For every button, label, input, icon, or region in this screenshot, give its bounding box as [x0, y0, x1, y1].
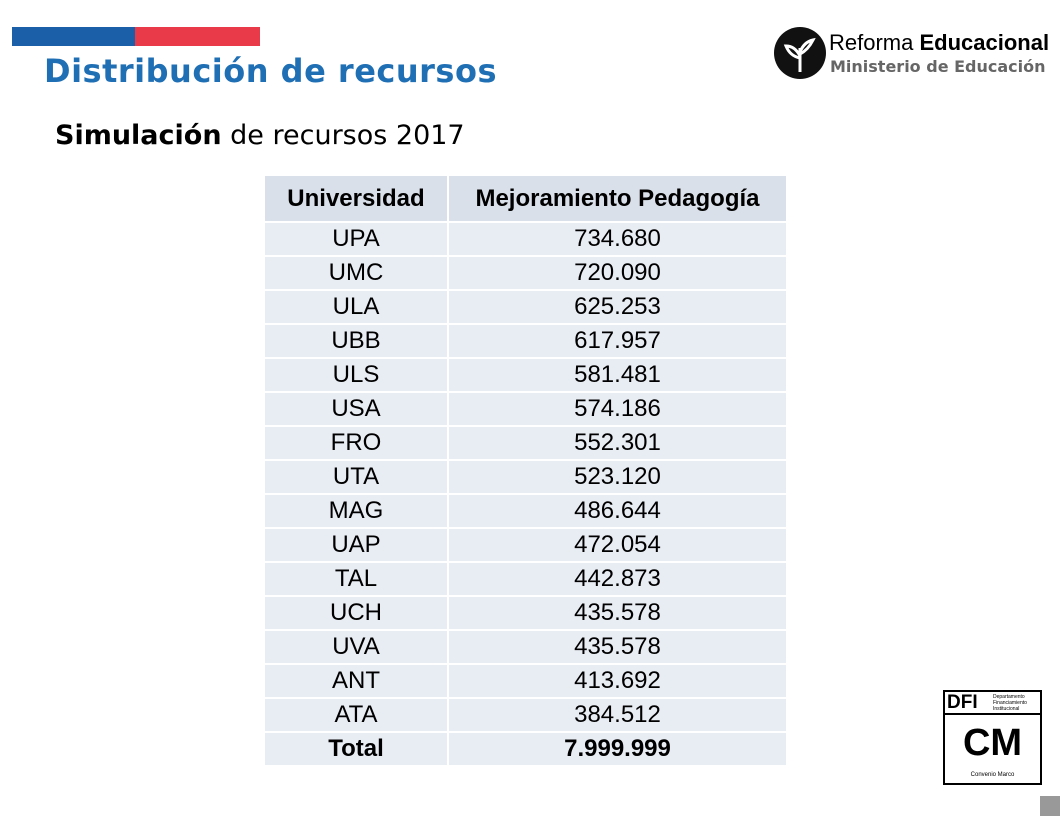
- cell: 720.090: [447, 255, 788, 291]
- row: UPA 734.680: [263, 221, 788, 257]
- cell: UTA: [263, 459, 449, 495]
- row: UMC 720.090: [263, 255, 788, 291]
- cell: UAP: [263, 527, 449, 563]
- row: ANT 413.692: [263, 663, 788, 699]
- cell: TAL: [263, 561, 449, 597]
- cell: UBB: [263, 323, 449, 359]
- logo-reforma: Reforma: [829, 30, 914, 55]
- subtitle-bold: Simulación: [55, 120, 222, 151]
- row: UBB 617.957: [263, 323, 788, 359]
- subtitle: Simulación de recursos 2017: [55, 120, 465, 151]
- cell: ULS: [263, 357, 449, 393]
- cell: 581.481: [447, 357, 788, 393]
- total-cell: Total: [263, 731, 449, 767]
- dfi: DFI: [947, 692, 978, 713]
- cell: UPA: [263, 221, 449, 257]
- subtitle-rest: de recursos 2017: [230, 120, 465, 151]
- row: UVA 435.578: [263, 629, 788, 665]
- row: ULS 581.481: [263, 357, 788, 393]
- cell: 574.186: [447, 391, 788, 427]
- title: Distribución de recursos: [44, 52, 497, 90]
- cell: UMC: [263, 255, 449, 291]
- cell: USA: [263, 391, 449, 427]
- corner: [1040, 796, 1060, 816]
- cell: 435.578: [447, 595, 788, 631]
- logo-educacional: Educacional: [919, 30, 1050, 55]
- blue-bar: [12, 27, 135, 46]
- cell: 413.692: [447, 663, 788, 699]
- cm: CM: [962, 722, 1023, 764]
- header-cell: Mejoramiento Pedagogía: [447, 174, 788, 223]
- red-bar: [135, 27, 260, 46]
- logo-ministerio: Ministerio de Educación: [830, 57, 1046, 76]
- header-cell: Universidad: [263, 174, 449, 223]
- row: UAP 472.054: [263, 527, 788, 563]
- row: USA 574.186: [263, 391, 788, 427]
- dfi-badge: DFI Departamento Financiamiento Instituc…: [943, 690, 1042, 785]
- cell: 734.680: [447, 221, 788, 257]
- cell: ATA: [263, 697, 449, 733]
- cell: 442.873: [447, 561, 788, 597]
- cell: MAG: [263, 493, 449, 529]
- dfi-department: Departamento Financiamiento Instituciona…: [993, 694, 1027, 712]
- cell: UVA: [263, 629, 449, 665]
- row: FRO 552.301: [263, 425, 788, 461]
- cell: 523.120: [447, 459, 788, 495]
- cell: 472.054: [447, 527, 788, 563]
- row: UTA 523.120: [263, 459, 788, 495]
- table: Universidad Mejoramiento Pedagogía UPA 734.…: [263, 174, 788, 767]
- cell: 552.301: [447, 425, 788, 461]
- cm-caption: Convenio Marco: [970, 772, 1015, 778]
- cell: UCH: [263, 595, 449, 631]
- logo-icon: [774, 27, 826, 79]
- cell: 617.957: [447, 323, 788, 359]
- cell: 486.644: [447, 493, 788, 529]
- row: ATA 384.512: [263, 697, 788, 733]
- row: UCH 435.578: [263, 595, 788, 631]
- total-row: Total 7.999.999: [263, 731, 788, 767]
- cell: ANT: [263, 663, 449, 699]
- cell: FRO: [263, 425, 449, 461]
- row: TAL 442.873: [263, 561, 788, 597]
- total-cell: 7.999.999: [447, 731, 788, 767]
- logo-text: Reforma Educacional: [829, 30, 1049, 56]
- cell: 384.512: [447, 697, 788, 733]
- cell: ULA: [263, 289, 449, 325]
- row: MAG 486.644: [263, 493, 788, 529]
- cell: 435.578: [447, 629, 788, 665]
- cell: 625.253: [447, 289, 788, 325]
- row: ULA 625.253: [263, 289, 788, 325]
